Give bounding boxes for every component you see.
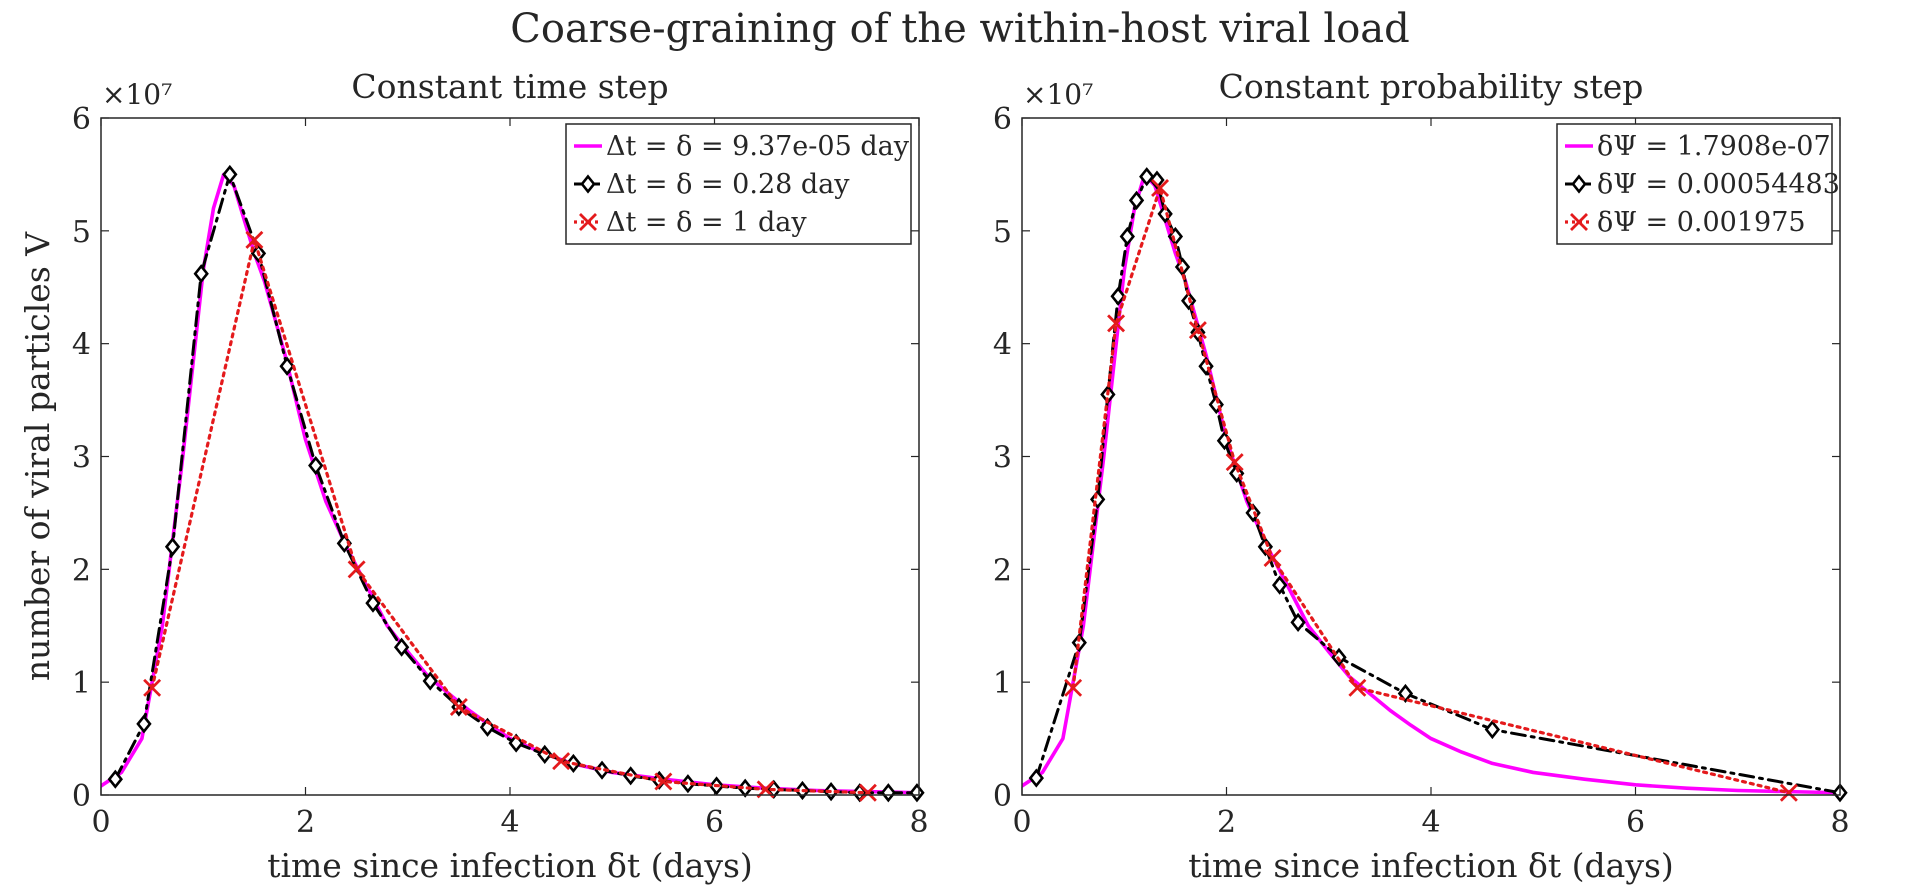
y-tick-label: 2	[993, 553, 1012, 588]
y-tick-label: 6	[72, 102, 91, 137]
x-tick-label: 0	[91, 805, 110, 840]
legend-box	[565, 123, 912, 245]
y-tick-label: 2	[72, 553, 91, 588]
x-tick-label: 2	[1217, 805, 1236, 840]
data-point-3	[1348, 678, 1367, 697]
y-exponent-label: ×10⁷	[102, 78, 172, 111]
x-tick-label: 4	[1421, 805, 1440, 840]
legend: Δt = δ = 9.37e-05 day Δt = δ = 0.28 day Δt…	[565, 123, 912, 245]
data-point-3	[552, 752, 571, 771]
figure-title: Coarse-graining of the within-host viral…	[510, 6, 1410, 52]
data-point-2	[1110, 286, 1126, 306]
x-tick-label: 0	[1012, 805, 1031, 840]
data-point-2	[107, 769, 123, 789]
y-tick-label: 0	[72, 779, 91, 814]
data-point-2	[308, 455, 324, 476]
x-axis-label: time since infection δt (days)	[267, 846, 753, 885]
y-tick-label: 4	[72, 328, 91, 363]
legend-marker	[1570, 213, 1588, 231]
data-point-2	[1484, 719, 1501, 740]
legend-entry: δΨ = 1.7908e-07	[1597, 131, 1831, 162]
chart-panel-1: 0 2 4 6 8 0 1 2 3 4 5 6 ×10⁷ Constant time step time s…	[18, 67, 929, 885]
x-tick-label: 6	[705, 805, 724, 840]
legend-entry: Δt = δ = 9.37e-05 day	[606, 131, 910, 162]
y-tick-label: 1	[72, 666, 91, 701]
y-tick-label: 6	[993, 102, 1012, 137]
legend-marker	[579, 213, 597, 231]
data-point-2	[365, 593, 381, 613]
data-point-3	[347, 560, 366, 579]
y-tick-label: 1	[993, 666, 1012, 701]
legend-entry: Δt = δ = 0.28 day	[606, 169, 850, 200]
data-point-2	[136, 714, 152, 734]
x-tick-label: 8	[909, 805, 928, 840]
legend-box	[1556, 123, 1833, 245]
legend-marker	[1571, 174, 1587, 194]
x-axis-label: time since infection δt (days)	[1188, 846, 1674, 885]
data-point-2	[393, 637, 410, 657]
data-point-3	[858, 783, 877, 802]
y-tick-label: 0	[993, 779, 1012, 814]
data-point-2	[164, 537, 181, 557]
data-point-2	[1128, 190, 1145, 210]
series-line-3	[1071, 186, 1791, 795]
data-point-2	[422, 671, 438, 691]
x-tick-label: 2	[296, 805, 315, 840]
x-tick-label: 4	[500, 805, 519, 840]
y-tick-label: 5	[993, 215, 1012, 250]
y-tick-label: 3	[993, 441, 1012, 476]
data-point-2	[279, 356, 295, 376]
x-tick-label: 6	[1626, 805, 1645, 840]
series-layer	[1022, 167, 1848, 803]
axes-box	[100, 117, 920, 796]
x-tick-label: 8	[1830, 805, 1849, 840]
data-point-2	[909, 783, 925, 803]
data-point-3	[1107, 314, 1126, 333]
data-point-3	[143, 678, 162, 697]
data-point-2	[222, 164, 238, 184]
data-point-3	[1263, 549, 1282, 568]
legend-entry: δΨ = 0.00054483	[1597, 169, 1840, 200]
data-point-2	[193, 264, 209, 284]
data-point-3	[1779, 783, 1798, 802]
chart-title: Constant probability step	[1219, 67, 1644, 106]
data-point-3	[245, 230, 264, 249]
legend-entry: Δt = δ = 1 day	[606, 207, 807, 238]
chart-title: Constant time step	[351, 67, 668, 106]
data-point-2	[1290, 612, 1306, 632]
data-point-3	[654, 772, 673, 791]
chart-panel-2: 0 2 4 6 8 0 1 2 3 4 5 6 ×10⁷ Constant probability ste…	[993, 67, 1850, 885]
axes-box	[1021, 117, 1841, 796]
data-point-2	[1272, 575, 1288, 595]
legend-entry: δΨ = 0.001975	[1597, 207, 1806, 238]
series-line-1	[1022, 172, 1842, 795]
y-tick-label: 3	[72, 441, 91, 476]
y-exponent-label: ×10⁷	[1023, 78, 1093, 111]
data-point-3	[1151, 178, 1170, 197]
data-point-3	[449, 698, 468, 716]
y-tick-label: 4	[993, 328, 1012, 363]
data-point-2	[1071, 633, 1087, 653]
data-point-2	[1028, 768, 1044, 788]
y-tick-label: 5	[72, 215, 91, 250]
legend-marker	[580, 174, 596, 194]
series-layer	[101, 164, 925, 803]
data-point-2	[880, 783, 896, 803]
data-point-3	[1064, 678, 1083, 697]
series-line-3	[150, 238, 870, 795]
data-point-3	[1188, 321, 1207, 340]
data-point-2	[1119, 226, 1135, 247]
data-point-2	[537, 744, 553, 764]
y-axis-label: number of viral particles V	[18, 231, 57, 681]
legend: δΨ = 1.7908e-07 δΨ = 0.00054483 δΨ = 0.001…	[1556, 123, 1840, 245]
data-point-3	[1225, 453, 1244, 472]
